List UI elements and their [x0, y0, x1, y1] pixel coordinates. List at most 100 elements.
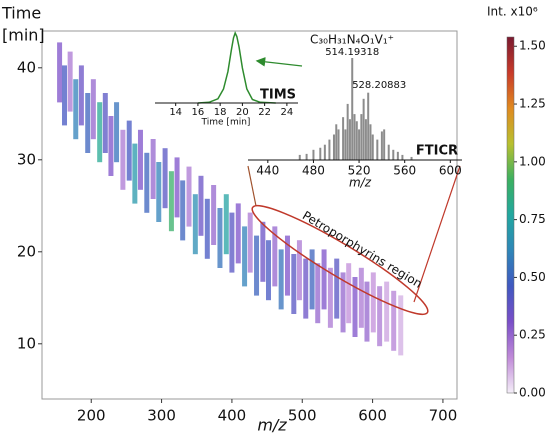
spectrum-peak — [328, 139, 331, 160]
y-tick-label: 20 — [17, 242, 36, 260]
spectrum-peak — [312, 149, 315, 160]
data-streak — [340, 272, 346, 333]
y-axis-label: Time — [1, 4, 41, 23]
data-streak — [62, 65, 68, 126]
spectrum-peak — [358, 129, 361, 160]
data-streak — [321, 249, 327, 310]
peak-label: 528.20883 — [352, 80, 406, 91]
data-streak — [260, 221, 266, 282]
data-streak — [377, 286, 383, 347]
data-streak — [78, 65, 84, 126]
data-streak — [235, 203, 241, 264]
x-tick-label: 600 — [439, 164, 462, 178]
data-streak — [186, 166, 192, 227]
x-tick-label: 500 — [288, 407, 317, 425]
spectrum-peak — [380, 131, 383, 160]
spectrum-peak — [335, 124, 338, 160]
x-tick-label: 480 — [302, 164, 325, 178]
data-streak — [192, 194, 198, 255]
spectrum-peak — [351, 58, 354, 160]
data-streak — [352, 277, 358, 337]
colorbar-tick-label: 1.50 — [519, 39, 546, 53]
spectrum-peak — [364, 119, 367, 160]
x-tick-label: 200 — [77, 407, 106, 425]
data-streak — [229, 212, 235, 273]
spectrum-peak — [323, 144, 326, 160]
main-plot — [57, 42, 404, 356]
data-streak — [296, 240, 302, 301]
spectrum-peak — [360, 114, 363, 160]
spectrum-peak — [376, 139, 379, 160]
data-streak — [272, 226, 278, 287]
spectrum-peak — [401, 154, 404, 160]
data-streak — [398, 295, 404, 356]
data-streak — [291, 254, 297, 314]
spectrum-peak — [337, 129, 340, 160]
colorbar-tick-label: 0.75 — [519, 212, 546, 226]
spectrum-peak — [346, 103, 349, 160]
data-streak — [309, 249, 315, 310]
data-streak — [334, 258, 340, 319]
data-streak — [144, 152, 150, 213]
data-streak — [358, 267, 364, 328]
data-streak — [346, 263, 352, 324]
colorbar-tick-label: 1.25 — [519, 97, 546, 111]
x-axis-label: m/z — [349, 176, 372, 190]
spectrum-peak — [348, 119, 351, 160]
data-streak — [303, 258, 309, 319]
colorbar-tick-label: 0.25 — [519, 328, 546, 342]
data-streak — [90, 79, 96, 140]
data-streak — [132, 143, 138, 204]
inset-title: FTICR — [416, 144, 458, 159]
spectrum-peak — [371, 134, 374, 160]
spectrum-peak — [298, 154, 301, 160]
spectrum-peak — [367, 92, 370, 160]
arrow — [255, 57, 303, 67]
data-streak — [174, 157, 180, 218]
spectrum-peak — [410, 156, 413, 160]
x-tick-label: 18 — [214, 107, 227, 118]
x-tick-label: 560 — [393, 164, 416, 178]
peak-label: 514.19318 — [325, 47, 379, 58]
spectrum-peak — [383, 129, 386, 160]
data-streak — [265, 240, 271, 301]
data-streak — [315, 263, 321, 324]
x-tick-label: 600 — [358, 407, 387, 425]
data-streak — [391, 290, 397, 351]
data-streak — [284, 235, 290, 296]
x-tick-label: 16 — [192, 107, 205, 118]
spectrum-peak — [305, 153, 308, 160]
data-streak — [67, 51, 73, 112]
x-tick-label: 300 — [147, 407, 176, 425]
x-axis-label: Time [min] — [201, 118, 251, 128]
data-streak — [278, 249, 284, 310]
data-streak — [102, 93, 108, 153]
data-streak — [57, 42, 63, 103]
y-tick-label: 30 — [17, 150, 36, 168]
data-streak — [73, 79, 79, 140]
x-tick-label: 700 — [429, 407, 458, 425]
data-streak — [137, 129, 143, 190]
data-streak — [108, 116, 114, 176]
x-tick-label: 20 — [236, 107, 249, 118]
data-streak — [384, 281, 390, 342]
tims-trace — [197, 31, 276, 104]
spectrum-peak — [344, 129, 347, 160]
spectrum-peak — [353, 114, 356, 160]
data-streak — [150, 139, 156, 199]
data-streak — [242, 226, 248, 287]
x-tick-label: 14 — [169, 107, 182, 118]
data-streak — [370, 272, 376, 333]
spectrum-peak — [355, 121, 358, 160]
inset-title: TIMS — [260, 88, 296, 103]
data-streak — [327, 267, 333, 328]
colorbar-label: Int. x10⁶ — [487, 5, 538, 19]
formula: C₃₀H₃₁N₄O₁V₁⁺ — [310, 33, 394, 47]
data-streak — [204, 198, 210, 259]
data-streak — [85, 93, 91, 153]
data-streak — [180, 180, 186, 241]
colorbar-tick-label: 1.00 — [519, 154, 546, 168]
region-ellipse — [251, 204, 429, 316]
data-streak — [364, 281, 370, 342]
spectrum-peak — [319, 147, 322, 160]
